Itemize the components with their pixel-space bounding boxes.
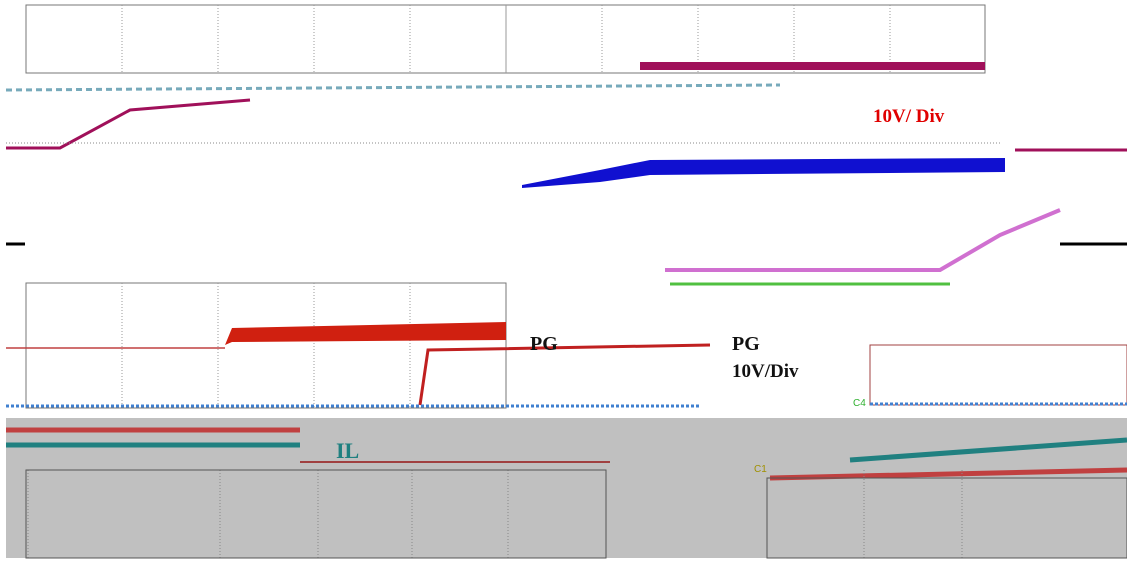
signal-label: PG <box>530 333 558 355</box>
bottom-grid <box>25 282 1127 409</box>
top-traces <box>5 62 1127 286</box>
scale-label: 10V/ Div <box>873 106 945 127</box>
scale-label: 10V/Div <box>732 361 799 382</box>
channel-label: C1 <box>754 464 767 475</box>
channel-label: C4 <box>853 398 866 409</box>
current-label: IL <box>336 438 359 463</box>
bottom-traces <box>6 322 1127 559</box>
pg-label: PG <box>732 333 760 355</box>
top-grid <box>25 4 986 74</box>
